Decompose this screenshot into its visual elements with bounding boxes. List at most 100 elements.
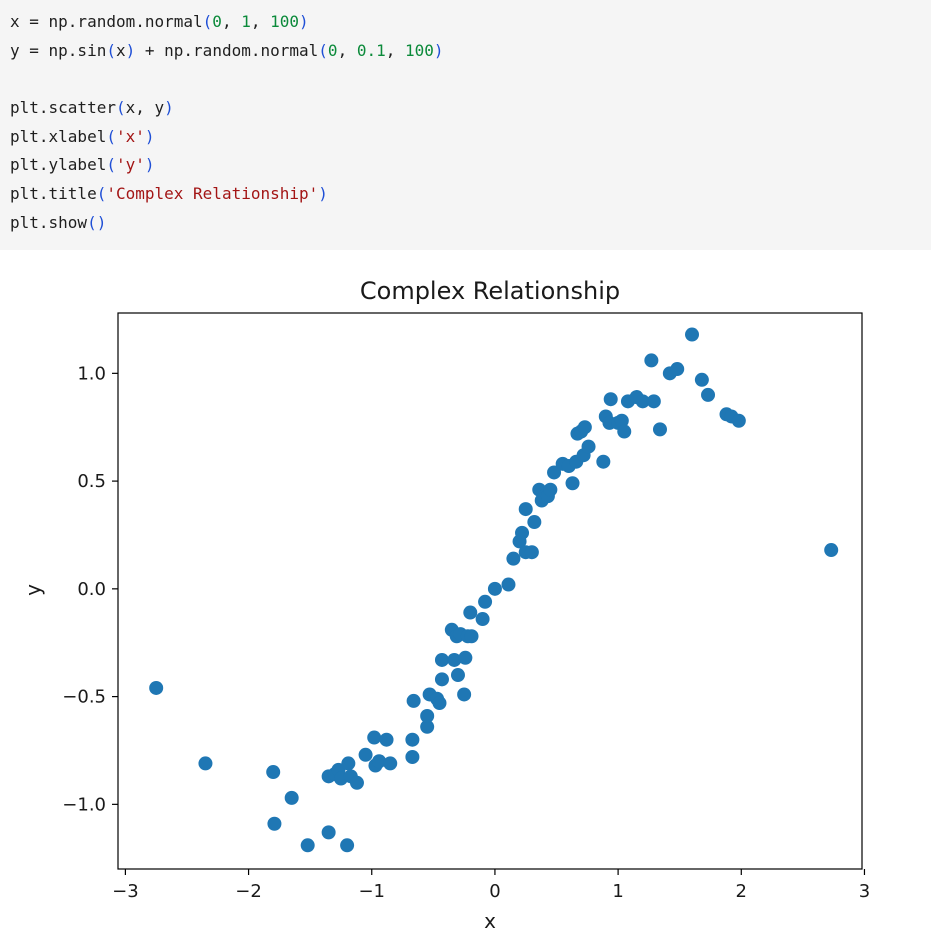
code-token: 0 [212,12,222,31]
y-tick-label: −0.5 [62,687,106,708]
scatter-point [321,825,336,840]
code-line [10,65,931,94]
scatter-point [349,775,364,790]
x-tick-label: 0 [489,881,500,902]
code-token: plt.scatter [10,98,116,118]
code-token: x, y [125,98,165,118]
code-token: 1 [241,12,251,31]
scatter-point [524,545,539,560]
scatter-point [464,629,479,644]
y-tick-label: 1.0 [77,363,106,384]
code-token: ( [106,126,116,146]
code-line: y = np.sin(x) + np.random.normal(0, 0.1,… [10,37,931,66]
code-token: x [115,40,126,60]
scatter-point [670,362,685,377]
scatter-point [652,422,667,437]
scatter-points [149,327,839,853]
scatter-point [434,672,449,687]
scatter-point [457,687,472,702]
y-axis-ticks: −1.0 −0.5 0.0 0.5 1.0 [62,363,118,815]
scatter-point [300,838,315,853]
scatter-point [644,353,659,368]
scatter-point [565,476,580,491]
code-token: 'Complex Relationship' [106,184,319,204]
y-tick-label: 0.0 [77,579,106,600]
code-token: plt.show [10,212,88,232]
scatter-point [420,719,435,734]
code-token: , [385,40,405,60]
scatter-point [506,551,521,566]
code-token: plt.xlabel [10,126,107,146]
scatter-point [635,394,650,409]
code-token: 'x' [115,126,145,146]
scatter-point [694,372,709,387]
y-tick-label: 0.5 [77,471,106,492]
x-tick-label: −1 [358,881,385,902]
scatter-point [515,525,530,540]
scatter-plot: Complex Relationship −3 −2 −1 0 1 2 3 −1.0 −0.5… [21,277,870,933]
code-line: plt.title('Complex Relationship') [10,180,931,209]
code-token: , [221,12,242,31]
code-token: ( [202,12,213,31]
scatter-point [577,420,592,435]
scatter-point [614,413,629,428]
scatter-point [463,605,478,620]
scatter-point [450,668,465,683]
scatter-point [685,327,700,342]
scatter-point [358,747,373,762]
x-tick-label: 1 [612,881,623,902]
code-token: ) [144,126,155,146]
x-axis-ticks: −3 −2 −1 0 1 2 3 [112,869,870,902]
scatter-point [458,650,473,665]
y-axis-label: y [21,584,45,596]
x-tick-label: −2 [235,881,262,902]
scatter-point [198,756,213,771]
scatter-point [420,708,435,723]
code-token: ) [433,40,444,60]
code-line: plt.show() [10,209,931,238]
code-line: x = np.random.normal(0, 1, 100) [10,8,931,37]
code-token: x = np.random.normal [10,12,203,31]
scatter-point [284,790,299,805]
scatter-point [527,515,542,530]
code-token: 100 [405,40,434,60]
scatter-point [340,838,355,853]
scatter-point [547,465,562,480]
code-token: ( [96,184,107,204]
code-token: () [87,212,107,232]
x-axis-label: x [484,909,496,933]
code-token: 'y' [115,155,145,175]
scatter-point [405,732,420,747]
code-token: ) [164,98,174,118]
x-tick-label: 3 [859,881,870,902]
scatter-point [372,754,387,769]
scatter-point [367,730,382,745]
code-cell[interactable]: x = np.random.normal(0, 1, 100) y = np.si… [0,0,931,250]
scatter-point [581,439,596,454]
code-token: ( [106,40,116,60]
scatter-point [824,543,839,558]
code-line: plt.scatter(x, y) [10,94,931,123]
code-token: ( [318,40,328,60]
scatter-point [646,394,661,409]
scatter-point [341,756,356,771]
code-token: ( [115,98,126,118]
scatter-point [266,765,281,780]
scatter-point [447,652,462,667]
scatter-point [701,387,716,402]
scatter-point [478,594,493,609]
code-token: , [337,40,357,60]
code-token: ) [125,40,136,60]
y-tick-label: −1.0 [62,794,106,815]
code-token: ) [318,184,328,204]
scatter-point [383,756,398,771]
scatter-point [379,732,394,747]
code-token: y = np.sin [10,40,107,60]
chart-title: Complex Relationship [360,277,620,305]
scatter-point [518,502,533,517]
scatter-point [603,392,618,407]
plot-area-frame [117,312,863,870]
scatter-point [501,577,516,592]
code-token: ) [144,155,155,175]
code-token: ) [299,12,309,31]
